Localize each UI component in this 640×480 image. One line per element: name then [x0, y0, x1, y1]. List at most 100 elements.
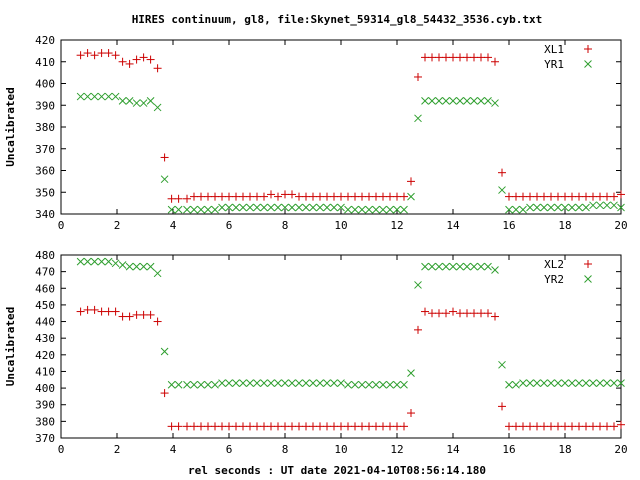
yr2-point: [519, 379, 527, 387]
yr2-point: [253, 379, 261, 387]
x-axis-label: rel seconds : UT date 2021-04-10T08:56:1…: [188, 464, 486, 477]
yr2-point: [160, 347, 169, 356]
x-tick-label: 6: [226, 443, 233, 456]
xl2-point: [421, 307, 429, 316]
yr2-point: [323, 379, 331, 387]
xl1-point: [253, 192, 261, 201]
yr2-point: [139, 262, 148, 271]
yr1-point: [239, 203, 247, 212]
xl1-point: [204, 192, 212, 201]
yr2-point: [118, 261, 127, 269]
xl2-point: [400, 422, 408, 431]
y-tick-label: 390: [35, 399, 55, 412]
yr1-point: [104, 92, 113, 101]
xl1-point: [281, 190, 289, 199]
xl1-point: [153, 64, 162, 73]
yr1-point: [463, 97, 471, 105]
xl1-point: [596, 192, 604, 201]
legend-marker: [584, 45, 592, 53]
yr2-point: [190, 380, 198, 389]
yr2-point: [211, 380, 219, 389]
yr2-point: [97, 257, 106, 266]
yr2-point: [463, 262, 471, 271]
yr2-point: [400, 380, 408, 389]
yr1-point: [351, 205, 359, 214]
xl1-point: [617, 190, 625, 199]
yr2-point: [589, 379, 597, 387]
xl2-point: [337, 422, 345, 431]
y-tick-label: 480: [35, 249, 55, 262]
xl1-point: [533, 192, 541, 201]
xl2-point: [174, 422, 183, 431]
yr2-point: [337, 379, 345, 387]
yr1-point: [281, 203, 289, 212]
yr2-point: [316, 379, 324, 387]
xl1-point: [183, 194, 191, 203]
yr2-point: [330, 379, 338, 387]
yr1-point: [197, 205, 205, 214]
xl1-point: [575, 192, 583, 201]
yr1-point: [183, 205, 191, 214]
xl1-point: [386, 192, 394, 201]
yr1-point: [498, 186, 506, 194]
yr2-point: [421, 262, 429, 271]
xl1-point: [414, 72, 422, 81]
xl2-point: [575, 422, 583, 431]
yr1-point: [90, 92, 99, 101]
xl2-point: [204, 422, 212, 431]
x-tick-label: 18: [558, 219, 571, 232]
xl2-point: [449, 307, 457, 316]
yr1-point: [153, 103, 162, 112]
xl2-point: [111, 307, 120, 316]
xl1-point: [211, 192, 219, 201]
yr2-point: [449, 262, 457, 271]
xl2-point: [456, 309, 464, 318]
xl1-point: [421, 53, 429, 62]
yr2-point: [498, 360, 506, 369]
yr2-point: [365, 380, 373, 389]
x-tick-label: 4: [170, 443, 177, 456]
yr2-point: [414, 281, 422, 289]
yr2-point: [246, 379, 254, 387]
xl2-point: [302, 422, 310, 431]
yr1-point: [505, 205, 513, 214]
x-tick-label: 16: [502, 443, 515, 456]
xl2-point: [323, 422, 331, 431]
xl2-point: [435, 309, 443, 318]
yr1-point: [323, 203, 331, 212]
yr2-point: [351, 380, 359, 389]
xl1-point: [225, 192, 233, 201]
top-panel: 0 2 4 6 8 10 12 14 16 18 20 340 350 360 370 380 390 400 41…: [4, 34, 628, 232]
xl1-point: [610, 192, 618, 201]
xl1-point: [603, 192, 611, 201]
x-tick-label: 12: [390, 443, 403, 456]
xl1-point: [442, 53, 450, 62]
xl2-point: [146, 310, 155, 319]
yr1-point: [582, 203, 590, 212]
x-tick-label: 10: [334, 219, 347, 232]
y-tick-label: 390: [35, 99, 55, 112]
xl1-point: [589, 192, 597, 201]
yr1-point: [435, 97, 443, 105]
xl1-point: [260, 192, 268, 201]
yr1-point: [512, 205, 520, 214]
xl2-point: [379, 422, 387, 431]
yr2-point: [547, 379, 555, 387]
yr1-point: [97, 92, 106, 101]
yr1-point: [484, 97, 492, 105]
yr2-point: [435, 262, 443, 271]
yr2-point: [239, 379, 247, 387]
xl2-point: [484, 309, 492, 318]
yr1-point: [302, 203, 310, 212]
x-tick-label: 2: [114, 443, 121, 456]
xl2-point: [344, 422, 352, 431]
xl2-point: [568, 422, 576, 431]
yr2-point: [477, 262, 485, 271]
xl1-point: [104, 49, 113, 58]
y-tick-label: 370: [35, 432, 55, 445]
xl1-point: [267, 190, 275, 199]
xl2-point: [603, 422, 611, 431]
yr2-point: [309, 379, 317, 387]
xl1-point: [470, 53, 478, 62]
yr1-point: [160, 175, 169, 184]
